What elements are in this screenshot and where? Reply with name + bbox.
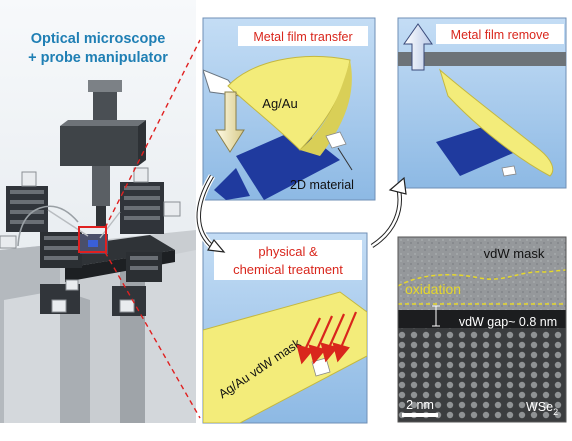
- oxidation-label: oxidation: [405, 281, 461, 297]
- curved-arrow-icon: [195, 174, 407, 253]
- vdw-mask-film: [203, 291, 367, 423]
- tem-mask-label: vdW mask: [484, 246, 545, 261]
- down-arrow-icon: [215, 91, 245, 153]
- oxidation-upper-boundary: [398, 269, 566, 287]
- removed-film: [439, 68, 554, 177]
- 2d-material-flake: [325, 131, 347, 149]
- zoom-connector-lines: [104, 39, 201, 419]
- transfer-title-box: [238, 26, 368, 46]
- up-arrow-icon: [403, 23, 433, 71]
- red-arrow-icon: [296, 311, 358, 365]
- remaining-flake: [501, 165, 517, 177]
- remove-title-box: [436, 24, 564, 44]
- microscope-title-line2: + probe manipulator: [28, 50, 168, 66]
- treatment-title-line2: chemical treatment: [233, 262, 343, 277]
- panel-metal-film-transfer: Ag/Au 2D material Metal film transfer: [202, 17, 376, 201]
- remove-title: Metal film remove: [451, 28, 550, 42]
- scale-bar: [402, 413, 438, 417]
- treated-flake: [311, 357, 331, 377]
- material-label: 2D material: [290, 178, 354, 192]
- microscope-illustration: [0, 80, 196, 423]
- wse2-label: WSe2: [526, 400, 558, 417]
- scale-label: 2 nm: [406, 398, 434, 412]
- zoom-region-box: [78, 226, 107, 253]
- tem-image-panel: vdW mask oxidation vdW gap~ 0.8 nm 2 nm …: [397, 236, 567, 423]
- panel-treatment: Ag/Au vdW mask physical & chemical treat…: [202, 232, 368, 424]
- material-pointer-line: [337, 147, 353, 171]
- transfer-title: Metal film transfer: [253, 30, 352, 44]
- film-label: Ag/Au: [262, 96, 297, 111]
- treatment-title-box: [214, 240, 362, 280]
- tem-frame: [397, 236, 567, 423]
- vdw-gap-label: vdW gap~ 0.8 nm: [459, 315, 557, 329]
- tem-gap-region: [398, 310, 566, 330]
- panel-metal-film-remove: Metal film remove: [397, 17, 567, 189]
- wse2-label-main: WSe: [526, 400, 553, 414]
- tem-lattice-region: [398, 328, 566, 422]
- treatment-title-line1: physical &: [258, 244, 318, 259]
- remove-top-bar: [398, 52, 566, 66]
- microscope-title-line1: Optical microscope: [31, 31, 166, 47]
- wse2-label-subscript: 2: [553, 407, 558, 417]
- microscope-panel: Optical microscope + probe manipulator: [0, 0, 196, 423]
